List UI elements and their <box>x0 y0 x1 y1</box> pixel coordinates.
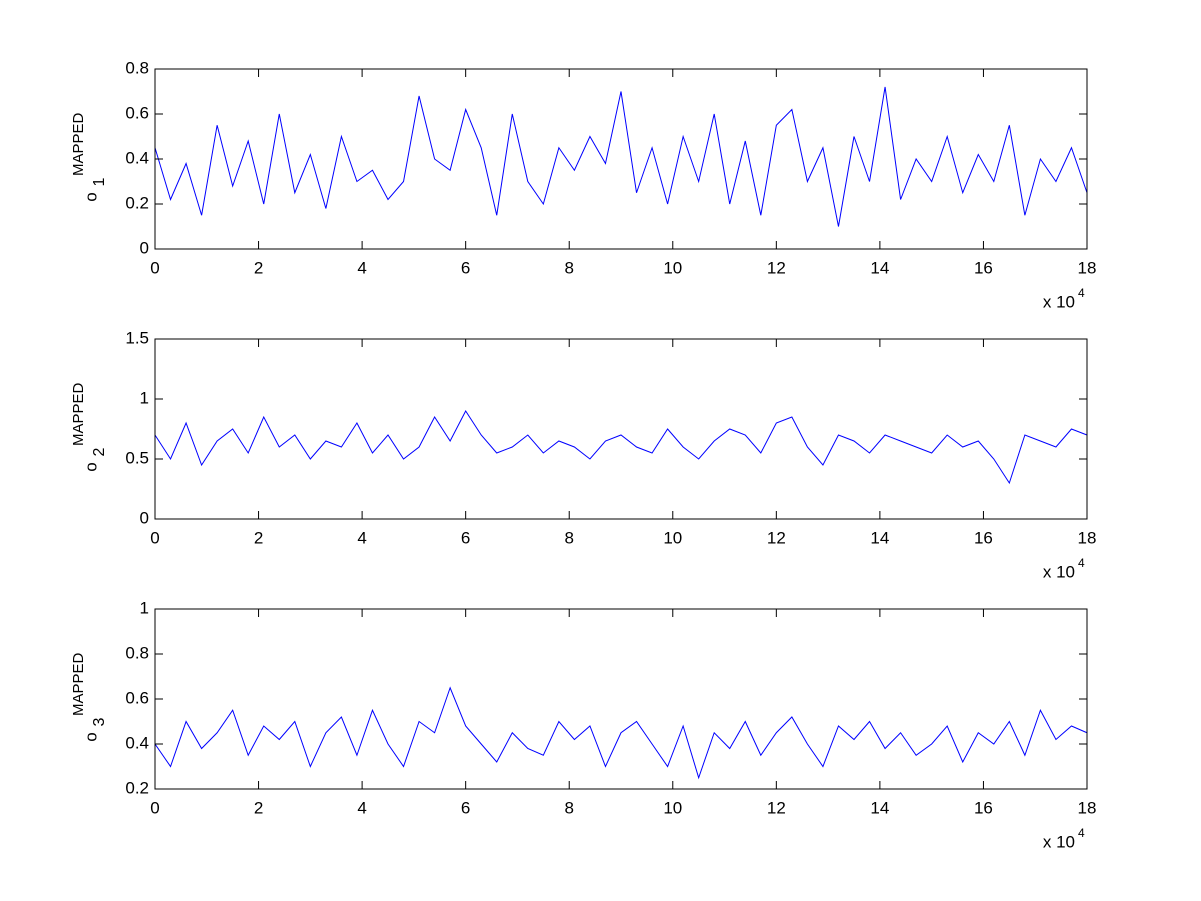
x-tick-label: 8 <box>564 528 573 547</box>
y-tick-label: 0.8 <box>125 58 149 77</box>
x-tick-label: 2 <box>254 798 263 817</box>
x-multiplier: x 10 <box>1043 832 1075 851</box>
y-tick-label: 0 <box>140 238 149 257</box>
y-tick-label: 0.2 <box>125 778 149 797</box>
x-multiplier-exponent: 4 <box>1078 826 1085 840</box>
y-tick-label: 0.6 <box>125 688 149 707</box>
x-tick-label: 0 <box>150 528 159 547</box>
x-multiplier: x 10 <box>1043 292 1075 311</box>
data-line <box>154 410 1088 485</box>
y-tick-label: 0 <box>140 508 149 527</box>
x-tick-label: 14 <box>870 258 889 277</box>
x-tick-label: 18 <box>1078 528 1097 547</box>
x-tick-label: 16 <box>974 528 993 547</box>
x-tick-label: 12 <box>767 258 786 277</box>
y-tick-label: 0.2 <box>125 193 149 212</box>
y-label: o 3 MAPPED <box>70 652 108 741</box>
x-tick-label: 16 <box>974 798 993 817</box>
x-tick-label: 8 <box>564 258 573 277</box>
y-label: o 2 MAPPED <box>70 382 108 471</box>
y-tick-label: 0.8 <box>125 643 149 662</box>
y-label-sub: 3 <box>91 717 108 726</box>
x-multiplier-exponent: 4 <box>1078 286 1085 300</box>
y-tick-label: 1.5 <box>125 328 149 347</box>
x-tick-label: 18 <box>1078 258 1097 277</box>
y-tick-label: 1 <box>140 598 149 617</box>
y-label-base: o <box>81 732 100 741</box>
x-multiplier: x 10 <box>1043 562 1075 581</box>
plot-frame <box>154 608 1088 790</box>
x-multiplier-exponent: 4 <box>1078 556 1085 570</box>
x-tick-label: 2 <box>254 528 263 547</box>
x-tick-label: 4 <box>357 798 366 817</box>
y-label-sub: 2 <box>91 447 108 456</box>
x-tick-label: 0 <box>150 258 159 277</box>
x-tick-label: 6 <box>461 798 470 817</box>
plot-area <box>154 338 1088 520</box>
x-tick-label: 12 <box>767 798 786 817</box>
y-label-base: o <box>81 192 100 201</box>
x-tick-label: 6 <box>461 528 470 547</box>
x-tick-label: 4 <box>357 528 366 547</box>
x-tick-label: 2 <box>254 258 263 277</box>
x-tick-label: 14 <box>870 528 889 547</box>
x-tick-label: 0 <box>150 798 159 817</box>
plot-frame <box>154 68 1088 250</box>
y-label-sub: 1 <box>91 177 108 186</box>
x-tick-label: 14 <box>870 798 889 817</box>
x-tick-label: 18 <box>1078 798 1097 817</box>
x-tick-label: 8 <box>564 798 573 817</box>
plot-frame <box>154 338 1088 520</box>
x-tick-label: 12 <box>767 528 786 547</box>
plot-area <box>154 68 1088 250</box>
x-tick-label: 6 <box>461 258 470 277</box>
subplot: 0 2 4 6 8 10 12 14 16 180.20.40.60.81x 10 4o3MAPPE… <box>70 598 1096 851</box>
y-label-sup: MAPPED <box>70 382 87 446</box>
y-tick-label: 0.4 <box>125 148 149 167</box>
y-label: o 1 MAPPED <box>70 112 108 201</box>
x-tick-label: 4 <box>357 258 366 277</box>
x-tick-label: 10 <box>663 798 682 817</box>
y-label-base: o <box>81 462 100 471</box>
data-line <box>154 686 1088 780</box>
x-tick-label: 10 <box>663 258 682 277</box>
y-label-sup: MAPPED <box>70 652 87 716</box>
y-tick-label: 0.4 <box>125 733 149 752</box>
x-tick-label: 16 <box>974 258 993 277</box>
y-tick-label: 1 <box>140 388 149 407</box>
x-tick-label: 10 <box>663 528 682 547</box>
y-tick-label: 0.6 <box>125 103 149 122</box>
y-label-sup: MAPPED <box>70 112 87 176</box>
data-line <box>154 86 1088 227</box>
y-tick-label: 0.5 <box>125 448 149 467</box>
plot-area <box>154 608 1088 790</box>
